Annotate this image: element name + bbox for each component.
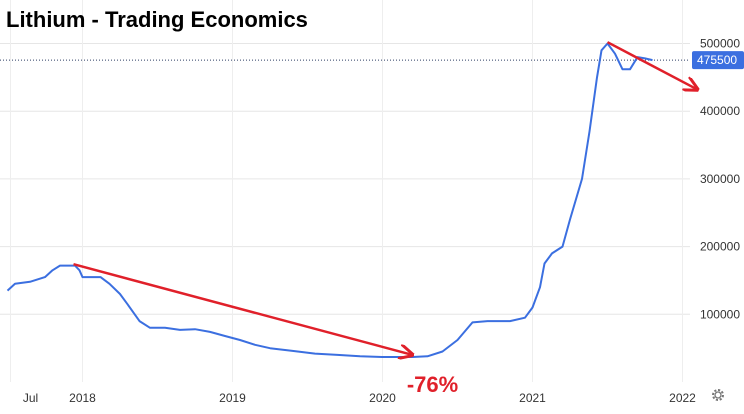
- annotations: -76%: [73, 41, 698, 397]
- x-tick-label: 2020: [369, 391, 396, 405]
- x-tick-label: 2019: [219, 391, 246, 405]
- x-tick-label: 2022: [669, 391, 696, 405]
- gear-icon[interactable]: [712, 389, 724, 401]
- y-axis: 100000 200000 300000 400000 500000: [700, 37, 740, 322]
- gear-icon-ring: [714, 391, 722, 399]
- series-line-lithium: [6, 42, 653, 358]
- annotation-label-decline: -76%: [407, 372, 458, 397]
- y-tick-label: 200000: [700, 240, 740, 254]
- annotation-arrow-1: [73, 263, 413, 355]
- last-value-badge-bg: [692, 51, 744, 70]
- y-tick-label: 500000: [700, 37, 740, 51]
- gear-icon-teeth: [712, 389, 724, 401]
- grid: [0, 0, 690, 382]
- x-tick-label: 2018: [69, 391, 96, 405]
- last-value-badge: 475500: [692, 51, 744, 70]
- x-axis: Jul 2018 2019 2020 2021 2022: [23, 391, 696, 405]
- y-tick-label: 400000: [700, 104, 740, 118]
- x-tick-label: 2021: [519, 391, 546, 405]
- y-tick-label: 300000: [700, 172, 740, 186]
- last-value-label: 475500: [697, 53, 737, 67]
- chart-title: Lithium - Trading Economics: [6, 7, 308, 32]
- annotation-arrow-2: [606, 41, 698, 89]
- x-tick-label: Jul: [23, 391, 38, 405]
- y-tick-label: 100000: [700, 307, 740, 321]
